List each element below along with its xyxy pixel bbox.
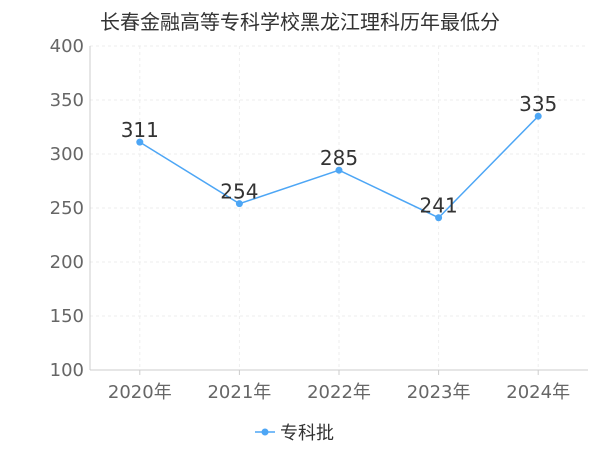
x-tick-label: 2023年 xyxy=(407,382,471,403)
grid-layer xyxy=(90,45,588,370)
data-point xyxy=(335,166,343,174)
y-tick-label: 350 xyxy=(50,90,84,111)
data-label: 335 xyxy=(519,92,557,116)
legend-point-marker xyxy=(261,428,269,436)
data-label: 311 xyxy=(121,118,159,142)
legend-label[interactable]: 专科批 xyxy=(280,423,334,444)
y-tick-label: 400 xyxy=(50,36,84,57)
y-tick-label: 100 xyxy=(50,360,84,381)
data-point xyxy=(235,200,243,208)
data-label: 285 xyxy=(320,146,358,170)
y-tick-label: 300 xyxy=(50,144,84,165)
legend[interactable]: 专科批 xyxy=(255,423,334,444)
data-point xyxy=(435,214,443,222)
series-layer xyxy=(136,112,542,222)
x-tick-label: 2024年 xyxy=(506,382,570,403)
x-tick-label: 2020年 xyxy=(108,382,172,403)
y-tick-label: 150 xyxy=(50,306,84,327)
data-label: 241 xyxy=(420,194,458,218)
chart-title: 长春金融高等专科学校黑龙江理科历年最低分 xyxy=(100,10,500,34)
y-tick-label: 200 xyxy=(50,252,84,273)
data-point xyxy=(136,138,144,146)
data-label: 254 xyxy=(220,180,258,204)
axis-layer: 100 150 200 250 300 350 400 2020年 2021年 2022年 2023… xyxy=(50,36,588,403)
y-tick-label: 250 xyxy=(50,198,84,219)
data-point xyxy=(534,112,542,120)
x-tick-label: 2021年 xyxy=(207,382,271,403)
data-label-layer: 311 254 285 241 335 xyxy=(121,92,558,218)
x-tick-label: 2022年 xyxy=(307,382,371,403)
